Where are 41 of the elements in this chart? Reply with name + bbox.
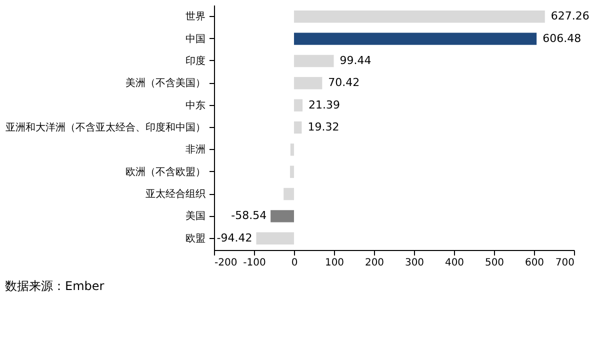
data-label: 19.32 [308,120,340,134]
x-tick-label: 500 [484,258,504,268]
bar [294,121,302,134]
y-tick-label: 世界 [186,10,206,23]
y-tick-label: 美洲（不含美国） [126,77,206,90]
y-tick-label: 美国 [186,210,206,222]
x-tick-label: 200 [364,258,384,268]
bar [294,32,537,45]
x-tick-label: -200 [214,258,238,268]
bar [284,188,294,200]
bar [294,99,303,112]
source-note: 数据来源：Ember [5,279,104,293]
y-tick-label: 欧洲（不含欧盟） [126,166,206,178]
bar [294,54,334,68]
x-tick-label: -100 [243,258,266,268]
y-tick-label: 欧盟 [186,232,206,244]
x-tick-label: 600 [524,258,544,268]
bar [290,144,294,156]
x-tick-label: 100 [324,258,344,268]
data-label: -94.42 [216,231,252,244]
x-tick-label: 700 [555,258,574,268]
y-tick-label: 非洲 [186,144,206,156]
y-tick-label: 亚洲和大洋洲（不含亚太经合、印度和中国） [6,122,206,134]
data-label: 21.39 [308,98,340,112]
data-label: 627.26 [550,10,590,23]
data-label: 70.42 [328,76,360,90]
bar [294,77,322,90]
y-tick-label: 亚太经合组织 [146,188,206,200]
y-tick-label: 印度 [186,54,206,67]
data-label: 606.48 [542,32,582,45]
bar [294,10,545,23]
data-label: 99.44 [340,54,372,67]
x-tick-label: 400 [444,258,464,268]
bar [270,210,294,222]
y-tick-label: 中东 [186,99,206,112]
x-tick-label: 0 [291,258,298,268]
data-label: -58.54 [231,209,267,222]
x-tick-label: 300 [404,258,424,268]
y-tick-label: 中国 [186,32,206,45]
bar [256,232,294,244]
bar [290,166,294,178]
